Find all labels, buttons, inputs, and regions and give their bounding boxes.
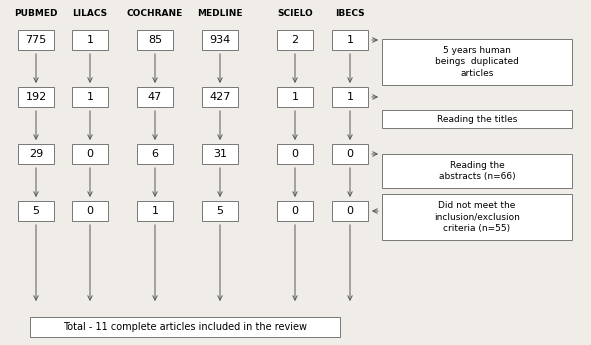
FancyBboxPatch shape — [137, 144, 173, 164]
Text: 1: 1 — [86, 92, 93, 102]
Text: 1: 1 — [291, 92, 298, 102]
FancyBboxPatch shape — [18, 87, 54, 107]
Text: 0: 0 — [346, 206, 353, 216]
FancyBboxPatch shape — [332, 30, 368, 50]
Text: 6: 6 — [151, 149, 158, 159]
Text: 192: 192 — [25, 92, 47, 102]
FancyBboxPatch shape — [72, 201, 108, 221]
FancyBboxPatch shape — [277, 30, 313, 50]
FancyBboxPatch shape — [30, 317, 340, 337]
Text: 5 years human
beings  duplicated
articles: 5 years human beings duplicated articles — [435, 46, 519, 78]
FancyBboxPatch shape — [202, 87, 238, 107]
FancyBboxPatch shape — [277, 87, 313, 107]
FancyBboxPatch shape — [332, 201, 368, 221]
Text: Total - 11 complete articles included in the review: Total - 11 complete articles included in… — [63, 322, 307, 332]
FancyBboxPatch shape — [382, 110, 572, 128]
Text: 1: 1 — [151, 206, 158, 216]
FancyBboxPatch shape — [137, 87, 173, 107]
FancyBboxPatch shape — [18, 144, 54, 164]
Text: 85: 85 — [148, 35, 162, 45]
FancyBboxPatch shape — [332, 87, 368, 107]
Text: 29: 29 — [29, 149, 43, 159]
Text: 5: 5 — [33, 206, 40, 216]
Text: SCIELO: SCIELO — [277, 9, 313, 18]
Text: 934: 934 — [209, 35, 230, 45]
Text: COCHRANE: COCHRANE — [127, 9, 183, 18]
Text: 427: 427 — [209, 92, 230, 102]
Text: 775: 775 — [25, 35, 47, 45]
Text: 2: 2 — [291, 35, 298, 45]
Text: 47: 47 — [148, 92, 162, 102]
FancyBboxPatch shape — [332, 144, 368, 164]
FancyBboxPatch shape — [202, 30, 238, 50]
Text: 1: 1 — [346, 35, 353, 45]
FancyBboxPatch shape — [202, 201, 238, 221]
Text: Reading the titles: Reading the titles — [437, 115, 517, 124]
FancyBboxPatch shape — [277, 201, 313, 221]
Text: LILACS: LILACS — [73, 9, 108, 18]
Text: 0: 0 — [291, 206, 298, 216]
FancyBboxPatch shape — [18, 201, 54, 221]
Text: 31: 31 — [213, 149, 227, 159]
FancyBboxPatch shape — [382, 194, 572, 240]
Text: Did not meet the
inclusion/exclusion
criteria (n=55): Did not meet the inclusion/exclusion cri… — [434, 201, 520, 233]
Text: 0: 0 — [86, 149, 93, 159]
Text: PUBMED: PUBMED — [14, 9, 58, 18]
FancyBboxPatch shape — [382, 39, 572, 85]
FancyBboxPatch shape — [382, 154, 572, 188]
FancyBboxPatch shape — [277, 144, 313, 164]
Text: 1: 1 — [346, 92, 353, 102]
Text: 0: 0 — [86, 206, 93, 216]
Text: 0: 0 — [346, 149, 353, 159]
FancyBboxPatch shape — [202, 144, 238, 164]
FancyBboxPatch shape — [72, 87, 108, 107]
Text: IBECS: IBECS — [335, 9, 365, 18]
FancyBboxPatch shape — [137, 201, 173, 221]
Text: MEDLINE: MEDLINE — [197, 9, 243, 18]
Text: Reading the
abstracts (n=66): Reading the abstracts (n=66) — [439, 161, 515, 181]
Text: 0: 0 — [291, 149, 298, 159]
FancyBboxPatch shape — [18, 30, 54, 50]
Text: 1: 1 — [86, 35, 93, 45]
FancyBboxPatch shape — [72, 144, 108, 164]
FancyBboxPatch shape — [137, 30, 173, 50]
Text: 5: 5 — [216, 206, 223, 216]
FancyBboxPatch shape — [72, 30, 108, 50]
